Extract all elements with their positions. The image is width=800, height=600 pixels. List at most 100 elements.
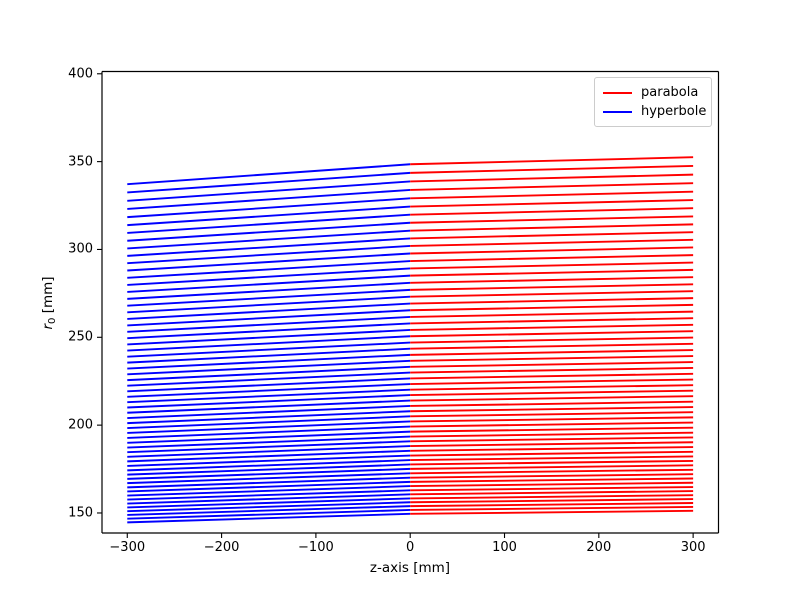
hyperbola-line [127, 497, 411, 509]
hyperbola-line [127, 353, 411, 370]
legend: parabola hyperbole [594, 77, 712, 127]
hyperbola-line [127, 205, 411, 227]
hyperbola-line [127, 347, 411, 364]
parabola-line [410, 498, 694, 504]
x-axis-label: z-axis [mm] [369, 560, 451, 576]
hyperbola-line [127, 388, 411, 404]
parabola-line [410, 268, 694, 277]
parabola-line [410, 509, 694, 515]
hyperbola-line [127, 512, 411, 524]
hyperbola-line [127, 509, 411, 520]
parabola-line [410, 468, 694, 475]
hyperbola-line [127, 410, 411, 425]
x-tick-label: 200 [586, 540, 612, 555]
hyperbola-line [127, 449, 411, 463]
parabola-line [410, 441, 694, 447]
parabola-line [410, 310, 694, 318]
hyperbola-line [127, 425, 411, 439]
hyperbola-line [127, 501, 411, 513]
hyperbola-line [127, 459, 411, 472]
y-axis-label-subscript: 0 [47, 317, 58, 324]
hyperbole-line-sample [603, 110, 632, 113]
hyperbola-line [127, 335, 411, 352]
y-tick-label: 400 [68, 66, 93, 82]
parabola-line [410, 297, 694, 305]
hyperbola-line [127, 213, 411, 234]
hyperbola-line [127, 163, 411, 186]
hyperbola-line [127, 467, 411, 480]
parabola-line [410, 290, 694, 298]
parabola-line [410, 426, 694, 433]
y-axis-label-var: r [40, 323, 56, 330]
hyperbola-line [127, 505, 411, 516]
hyperbola-line [127, 274, 411, 293]
y-axis-label: r0 [mm] [40, 276, 58, 329]
hyperbola-line [127, 229, 411, 250]
parabola-line [410, 505, 694, 511]
hyperbola-line [127, 322, 411, 340]
legend-item-parabola: parabola [603, 83, 711, 102]
y-tick-label: 300 [68, 241, 93, 257]
parabola-line [410, 330, 694, 338]
parabola-line [410, 455, 694, 462]
parabola-line [410, 421, 694, 428]
parabola-line [410, 190, 694, 200]
legend-label-parabola: parabola [641, 85, 699, 100]
parabola-line [410, 450, 694, 457]
hyperbola-line [127, 394, 411, 409]
parabola-line [410, 254, 694, 263]
hyperbola-line [127, 430, 411, 444]
parabola-line [410, 231, 694, 240]
parabola-line [410, 436, 694, 443]
parabola-line [410, 389, 694, 397]
hyperbola-line [127, 237, 411, 257]
parabola-line [410, 473, 694, 479]
parabola-line [410, 182, 694, 191]
hyperbola-line [127, 252, 411, 272]
parabola-line [410, 342, 694, 350]
parabola-line [410, 395, 694, 402]
hyperbola-line [127, 365, 411, 382]
parabola-line [410, 477, 694, 483]
x-tick-label: 300 [680, 540, 706, 555]
hyperbola-line [127, 309, 411, 327]
x-tick-label: −100 [298, 540, 334, 555]
parabola-line [410, 336, 694, 344]
hyperbola-line [127, 288, 411, 307]
parabola-line [410, 349, 694, 356]
hyperbola-line [127, 221, 411, 242]
hyperbola-line [127, 420, 411, 434]
parabola-line [410, 494, 694, 500]
parabola-line [410, 173, 694, 183]
legend-item-hyperbole: hyperbole [603, 102, 711, 121]
hyperbola-line [127, 171, 411, 194]
parabola-line [410, 361, 694, 368]
hyperbola-line [127, 485, 411, 497]
parabola-line [410, 355, 694, 362]
hyperbola-line [127, 359, 411, 376]
parabola-line [410, 303, 694, 312]
parabola-line [410, 464, 694, 470]
parabola-line [410, 378, 694, 385]
y-tick-label: 150 [68, 505, 93, 521]
parabola-line [410, 431, 694, 438]
parabola-line [410, 459, 694, 466]
hyperbola-line [127, 399, 411, 414]
parabola-line [410, 406, 694, 413]
parabola-line [410, 276, 694, 284]
hyperbola-line [127, 281, 411, 300]
parabola-line-sample [603, 91, 632, 94]
hyperbola-line [127, 197, 411, 219]
parabola-line [410, 400, 694, 407]
hyperbola-line [127, 454, 411, 467]
parabola-line [410, 372, 694, 380]
y-tick-label: 250 [68, 329, 93, 345]
hyperbola-line [127, 435, 411, 449]
parabola-line [410, 481, 694, 488]
parabola-line [410, 199, 694, 208]
x-tick-label: 0 [406, 540, 415, 555]
x-tick-label: −300 [109, 540, 146, 555]
hyperbola-line [127, 180, 411, 202]
